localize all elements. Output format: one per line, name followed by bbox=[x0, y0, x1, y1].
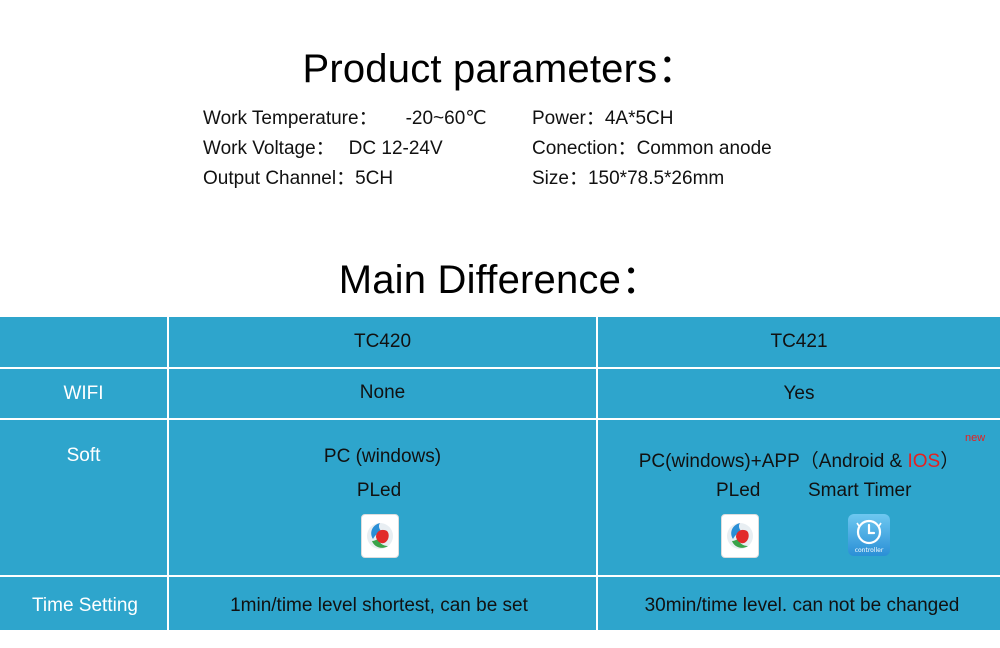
row-label-soft: Soft bbox=[66, 445, 101, 466]
soft-tc421-platform-end: ） bbox=[940, 451, 960, 472]
param-value: Common anode bbox=[636, 138, 772, 159]
column-header-tc421: TC421 bbox=[770, 331, 828, 352]
clock-icon: controller bbox=[855, 519, 884, 554]
soft-tc420-pled-label: PLed bbox=[356, 480, 402, 501]
param-value: DC 12-24V bbox=[348, 138, 443, 159]
table-divider bbox=[167, 317, 169, 630]
param-label: Work Voltage： bbox=[203, 138, 335, 159]
main-difference-title: Main Difference： bbox=[338, 258, 662, 302]
table-divider bbox=[596, 317, 598, 630]
params-left-column: Work Temperature： -20~60℃ Work Voltage： DC… bbox=[203, 104, 487, 194]
column-header-tc420: TC420 bbox=[353, 331, 412, 352]
soft-tc421-platform-main: PC(windows)+APP（Android & bbox=[638, 451, 908, 472]
table-divider bbox=[0, 367, 1000, 369]
ios-label: IOS bbox=[907, 451, 941, 472]
params-right-column: Power：4A*5CH Conection：Common anode Size… bbox=[532, 104, 772, 194]
soft-tc421-pled-label: PLed bbox=[716, 480, 761, 501]
table-divider bbox=[0, 418, 1000, 420]
param-value: -20~60℃ bbox=[405, 108, 487, 129]
pled-app-icon bbox=[361, 514, 399, 558]
row-label-wifi: WIFI bbox=[63, 383, 104, 404]
param-size: Size：150*78.5*26mm bbox=[532, 164, 772, 194]
param-output-channel: Output Channel：5CH bbox=[203, 164, 487, 194]
soft-tc421-platform: PC(windows)+APP（Android & IOS） bbox=[598, 446, 1000, 473]
param-power: Power：4A*5CH bbox=[532, 104, 772, 134]
soft-tc421-timer-label: Smart Timer bbox=[808, 480, 912, 501]
pled-logo-icon bbox=[727, 523, 753, 549]
param-label: Power： bbox=[532, 108, 605, 129]
wifi-tc421: Yes bbox=[783, 383, 815, 404]
new-badge: new bbox=[965, 432, 986, 444]
param-work-voltage: Work Voltage： DC 12-24V bbox=[203, 134, 487, 164]
soft-tc420-platform: PC (windows) bbox=[323, 446, 442, 467]
table-divider bbox=[0, 575, 1000, 577]
param-label: Conection： bbox=[532, 138, 637, 159]
time-setting-tc421: 30min/time level. can not be changed bbox=[644, 595, 960, 616]
pled-logo-icon bbox=[367, 523, 393, 549]
param-work-temperature: Work Temperature： -20~60℃ bbox=[203, 104, 487, 134]
row-label-time-setting: Time Setting bbox=[32, 595, 138, 616]
smart-timer-app-icon: controller bbox=[848, 514, 890, 556]
param-value: 150*78.5*26mm bbox=[587, 168, 725, 189]
param-value: 5CH bbox=[355, 168, 394, 189]
param-label: Work Temperature： bbox=[203, 108, 378, 129]
param-label: Output Channel： bbox=[203, 168, 356, 189]
pled-app-icon bbox=[721, 514, 759, 558]
param-connection: Conection：Common anode bbox=[532, 134, 772, 164]
param-value: 4A*5CH bbox=[604, 108, 674, 129]
param-label: Size： bbox=[532, 168, 588, 189]
comparison-table: TC420 TC421 WIFI None Yes Soft PC (windo… bbox=[0, 317, 1000, 630]
wifi-tc420: None bbox=[359, 382, 406, 403]
timer-icon-text: controller bbox=[855, 547, 884, 554]
product-parameters-title: Product parameters： bbox=[302, 47, 698, 91]
time-setting-tc420: 1min/time level shortest, can be set bbox=[230, 595, 528, 616]
